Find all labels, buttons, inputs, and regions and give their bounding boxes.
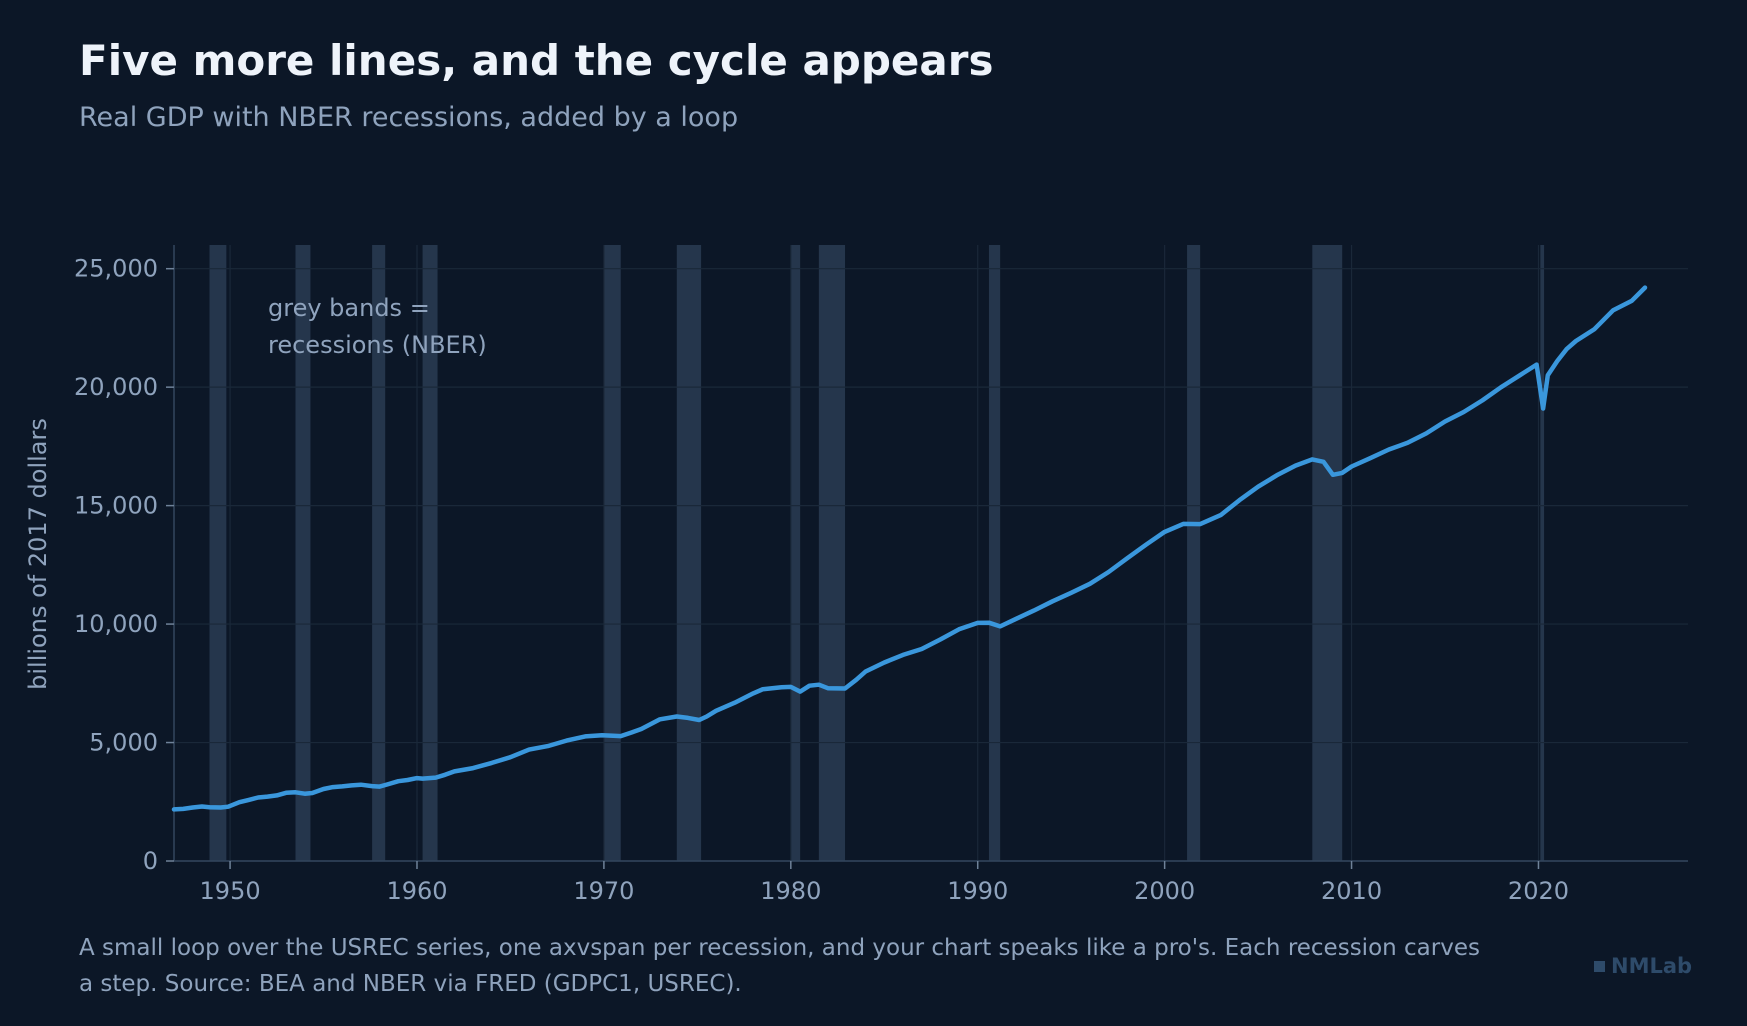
annotation-line: recessions (NBER) [268, 331, 487, 359]
recession-band [818, 245, 846, 861]
recession-band [422, 245, 438, 861]
x-tick-label: 1970 [573, 877, 634, 905]
brand-square-icon [1594, 960, 1605, 972]
x-tick-label: 1980 [760, 877, 821, 905]
y-tick-label: 10,000 [74, 610, 158, 638]
recession-band [1540, 245, 1545, 861]
recession-band [988, 245, 1001, 861]
recession-band [603, 245, 621, 861]
x-tick-label: 2000 [1134, 877, 1195, 905]
recession-band [209, 245, 227, 861]
gdp-series [171, 285, 1648, 812]
recession-band [1187, 245, 1201, 861]
y-tick-label: 0 [143, 847, 158, 875]
recession-annotation: grey bands = recessions (NBER) [268, 294, 487, 359]
y-tick-label: 5,000 [89, 729, 158, 757]
x-tick-label: 2020 [1508, 877, 1569, 905]
y-tick-label: 20,000 [74, 373, 158, 401]
recession-band [1312, 245, 1343, 861]
annotation-line: grey bands = [268, 294, 430, 322]
y-axis-label: billions of 2017 dollars [24, 418, 52, 690]
chart-subtitle: Real GDP with NBER recessions, added by … [79, 102, 739, 133]
brand-name: NMLab [1611, 954, 1693, 978]
x-tick-label: 1950 [200, 877, 261, 905]
axes: 0 5,000 10,000 15,000 20,000 25,000 1950 1960 19… [74, 245, 1688, 905]
gdp-line [171, 285, 1648, 812]
chart-footnote: A small loop over the USREC series, one … [79, 935, 1480, 997]
recession-band [372, 245, 386, 861]
recession-band [295, 245, 311, 861]
recession-band [676, 245, 702, 861]
y-tick-label: 15,000 [74, 492, 158, 520]
x-tick-label: 1990 [947, 877, 1008, 905]
axis-labels: billions of 2017 dollars grey bands = rec… [24, 294, 487, 690]
chart-title: Five more lines, and the cycle appears [79, 36, 994, 85]
recession-bands [209, 245, 1545, 861]
brand-logo: NMLab [1594, 954, 1692, 978]
recession-band [790, 245, 801, 861]
x-tick-label: 1960 [386, 877, 447, 905]
x-tick-label: 2010 [1321, 877, 1382, 905]
y-tick-label: 25,000 [74, 255, 158, 283]
